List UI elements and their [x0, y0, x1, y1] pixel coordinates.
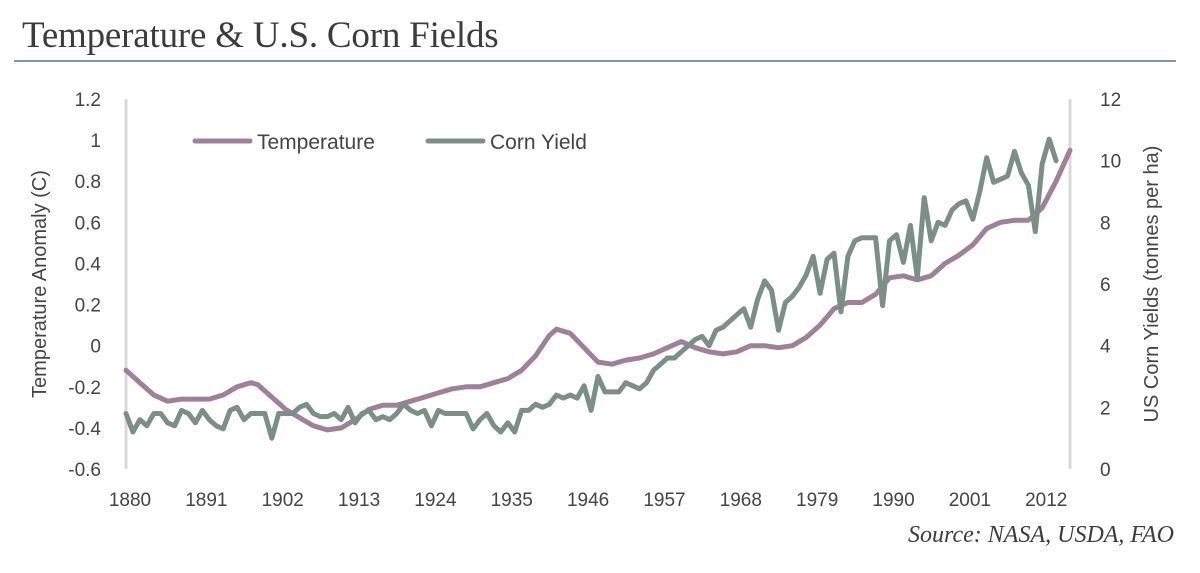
- legend-label-corn-yield: Corn Yield: [490, 131, 587, 154]
- right-tick-label: 4: [1100, 337, 1111, 358]
- chart-title: Temperature & U.S. Corn Fields: [22, 15, 499, 56]
- legend: Temperature Corn Yield: [192, 131, 587, 154]
- source-note: Source: NASA, USDA, FAO: [908, 522, 1174, 548]
- left-tick-label: 0: [90, 337, 101, 358]
- right-tick-label: 2: [1100, 398, 1111, 419]
- title-divider: [14, 60, 1176, 62]
- left-tick-label: -0.2: [68, 378, 101, 399]
- left-tick-label: 0.6: [75, 213, 101, 234]
- x-axis-ticks: 1880 1891 1902 1913 1924 1935 1946 1957 1968 1979…: [109, 490, 1068, 511]
- x-tick-label: 1913: [338, 490, 380, 511]
- right-tick-label: 6: [1100, 275, 1111, 296]
- series-line-temperature: [123, 147, 1073, 433]
- legend-label-temperature: Temperature: [257, 131, 375, 154]
- x-tick-label: 1880: [109, 490, 151, 511]
- x-tick-label: 1990: [872, 490, 914, 511]
- right-tick-label: 10: [1100, 152, 1121, 173]
- x-tick-label: 1902: [262, 490, 304, 511]
- x-tick-label: 1924: [414, 490, 457, 511]
- chart-axes: [124, 99, 1072, 469]
- right-tick-label: 8: [1100, 213, 1111, 234]
- series-line-corn-yield: [123, 136, 1059, 441]
- right-tick-label: 12: [1100, 90, 1121, 111]
- x-tick-label: 2001: [949, 490, 991, 511]
- x-tick-label: 1891: [185, 490, 227, 511]
- left-tick-label: -0.6: [68, 460, 101, 481]
- x-tick-label: 2012: [1025, 490, 1067, 511]
- left-axis-ticks: -0.6 -0.4 -0.2 0 0.2 0.4 0.6 0.8 1 1.2: [68, 90, 101, 481]
- left-tick-label: 0.8: [75, 172, 101, 193]
- series-layer: [123, 136, 1073, 441]
- x-tick-label: 1935: [491, 490, 533, 511]
- left-tick-label: 1.2: [75, 90, 101, 111]
- x-tick-label: 1979: [796, 490, 838, 511]
- left-tick-label: 1: [90, 131, 101, 152]
- right-tick-label: 0: [1100, 460, 1111, 481]
- right-axis-label: US Corn Yields (tonnes per ha): [1141, 146, 1163, 423]
- left-axis-label: Temperature Anomaly (C): [29, 170, 51, 398]
- right-axis-ticks: 0 2 4 6 8 10 12: [1100, 90, 1121, 481]
- x-tick-label: 1968: [720, 490, 762, 511]
- left-tick-label: 0.4: [75, 254, 102, 275]
- x-tick-label: 1946: [567, 490, 609, 511]
- x-tick-label: 1957: [643, 490, 685, 511]
- left-tick-label: -0.4: [68, 419, 101, 440]
- left-tick-label: 0.2: [75, 296, 101, 317]
